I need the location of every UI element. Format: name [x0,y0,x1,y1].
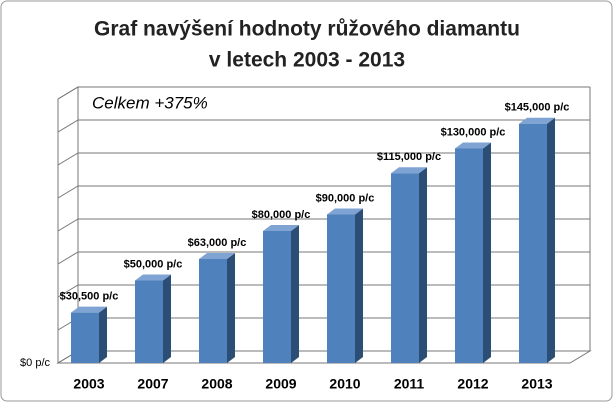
grid-line [57,86,590,100]
bar-front [391,173,419,363]
value-label: $50,000 p/c [124,258,183,270]
value-label: $130,000 p/c [441,126,506,138]
bar [327,208,363,363]
bar-top [327,208,363,215]
value-label: $115,000 p/c [377,151,441,163]
bar-top [71,306,107,313]
bar-front [199,259,227,363]
value-label: $63,000 p/c [188,237,247,249]
grid-line [57,152,590,166]
bar [263,225,299,363]
bar [135,274,171,363]
bar-front [71,312,99,363]
bar-side [419,167,427,363]
bar-top [199,253,235,260]
bar [391,167,427,363]
bar-side [163,274,171,363]
bar-side [355,208,363,363]
bar-side [547,117,555,363]
x-tick-label: 2003 [73,376,104,392]
bar-top [263,225,299,231]
bar-top [519,117,555,124]
annotation: Celkem +375% [92,93,208,112]
bar-top [391,167,427,174]
bar [455,142,491,363]
y-tick-label: $0 p/c [20,357,50,369]
bar-front [455,148,483,363]
x-tick-label: 2011 [394,376,425,392]
bar [71,306,107,363]
x-tick-label: 2013 [521,376,552,392]
bar-front [263,231,291,363]
x-tick-label: 2009 [265,376,296,392]
bar-front [327,214,355,363]
bar-top [135,274,171,281]
x-tick-label: 2010 [329,376,360,392]
bar-front [135,280,163,363]
value-label: $90,000 p/c [316,192,375,204]
x-tick-label: 2008 [201,376,232,392]
bar-top [455,142,491,149]
bar-side [291,225,299,363]
grid-line [57,119,590,133]
value-label: $80,000 p/c [252,209,311,221]
chart-title-line: Graf navýšení hodnoty růžového diamantu [94,18,520,41]
bar-front [519,123,547,363]
bar-side [99,306,107,363]
bar [519,117,555,363]
x-tick-label: 2012 [457,376,488,392]
bar-side [227,253,235,363]
bar-side [483,142,491,363]
value-label: $145,000 p/c [505,102,570,114]
bar [199,253,235,363]
x-tick-label: 2007 [137,376,168,392]
chart-title-line: v letech 2003 - 2013 [209,49,405,72]
value-label: $30,500 p/c [60,291,119,303]
